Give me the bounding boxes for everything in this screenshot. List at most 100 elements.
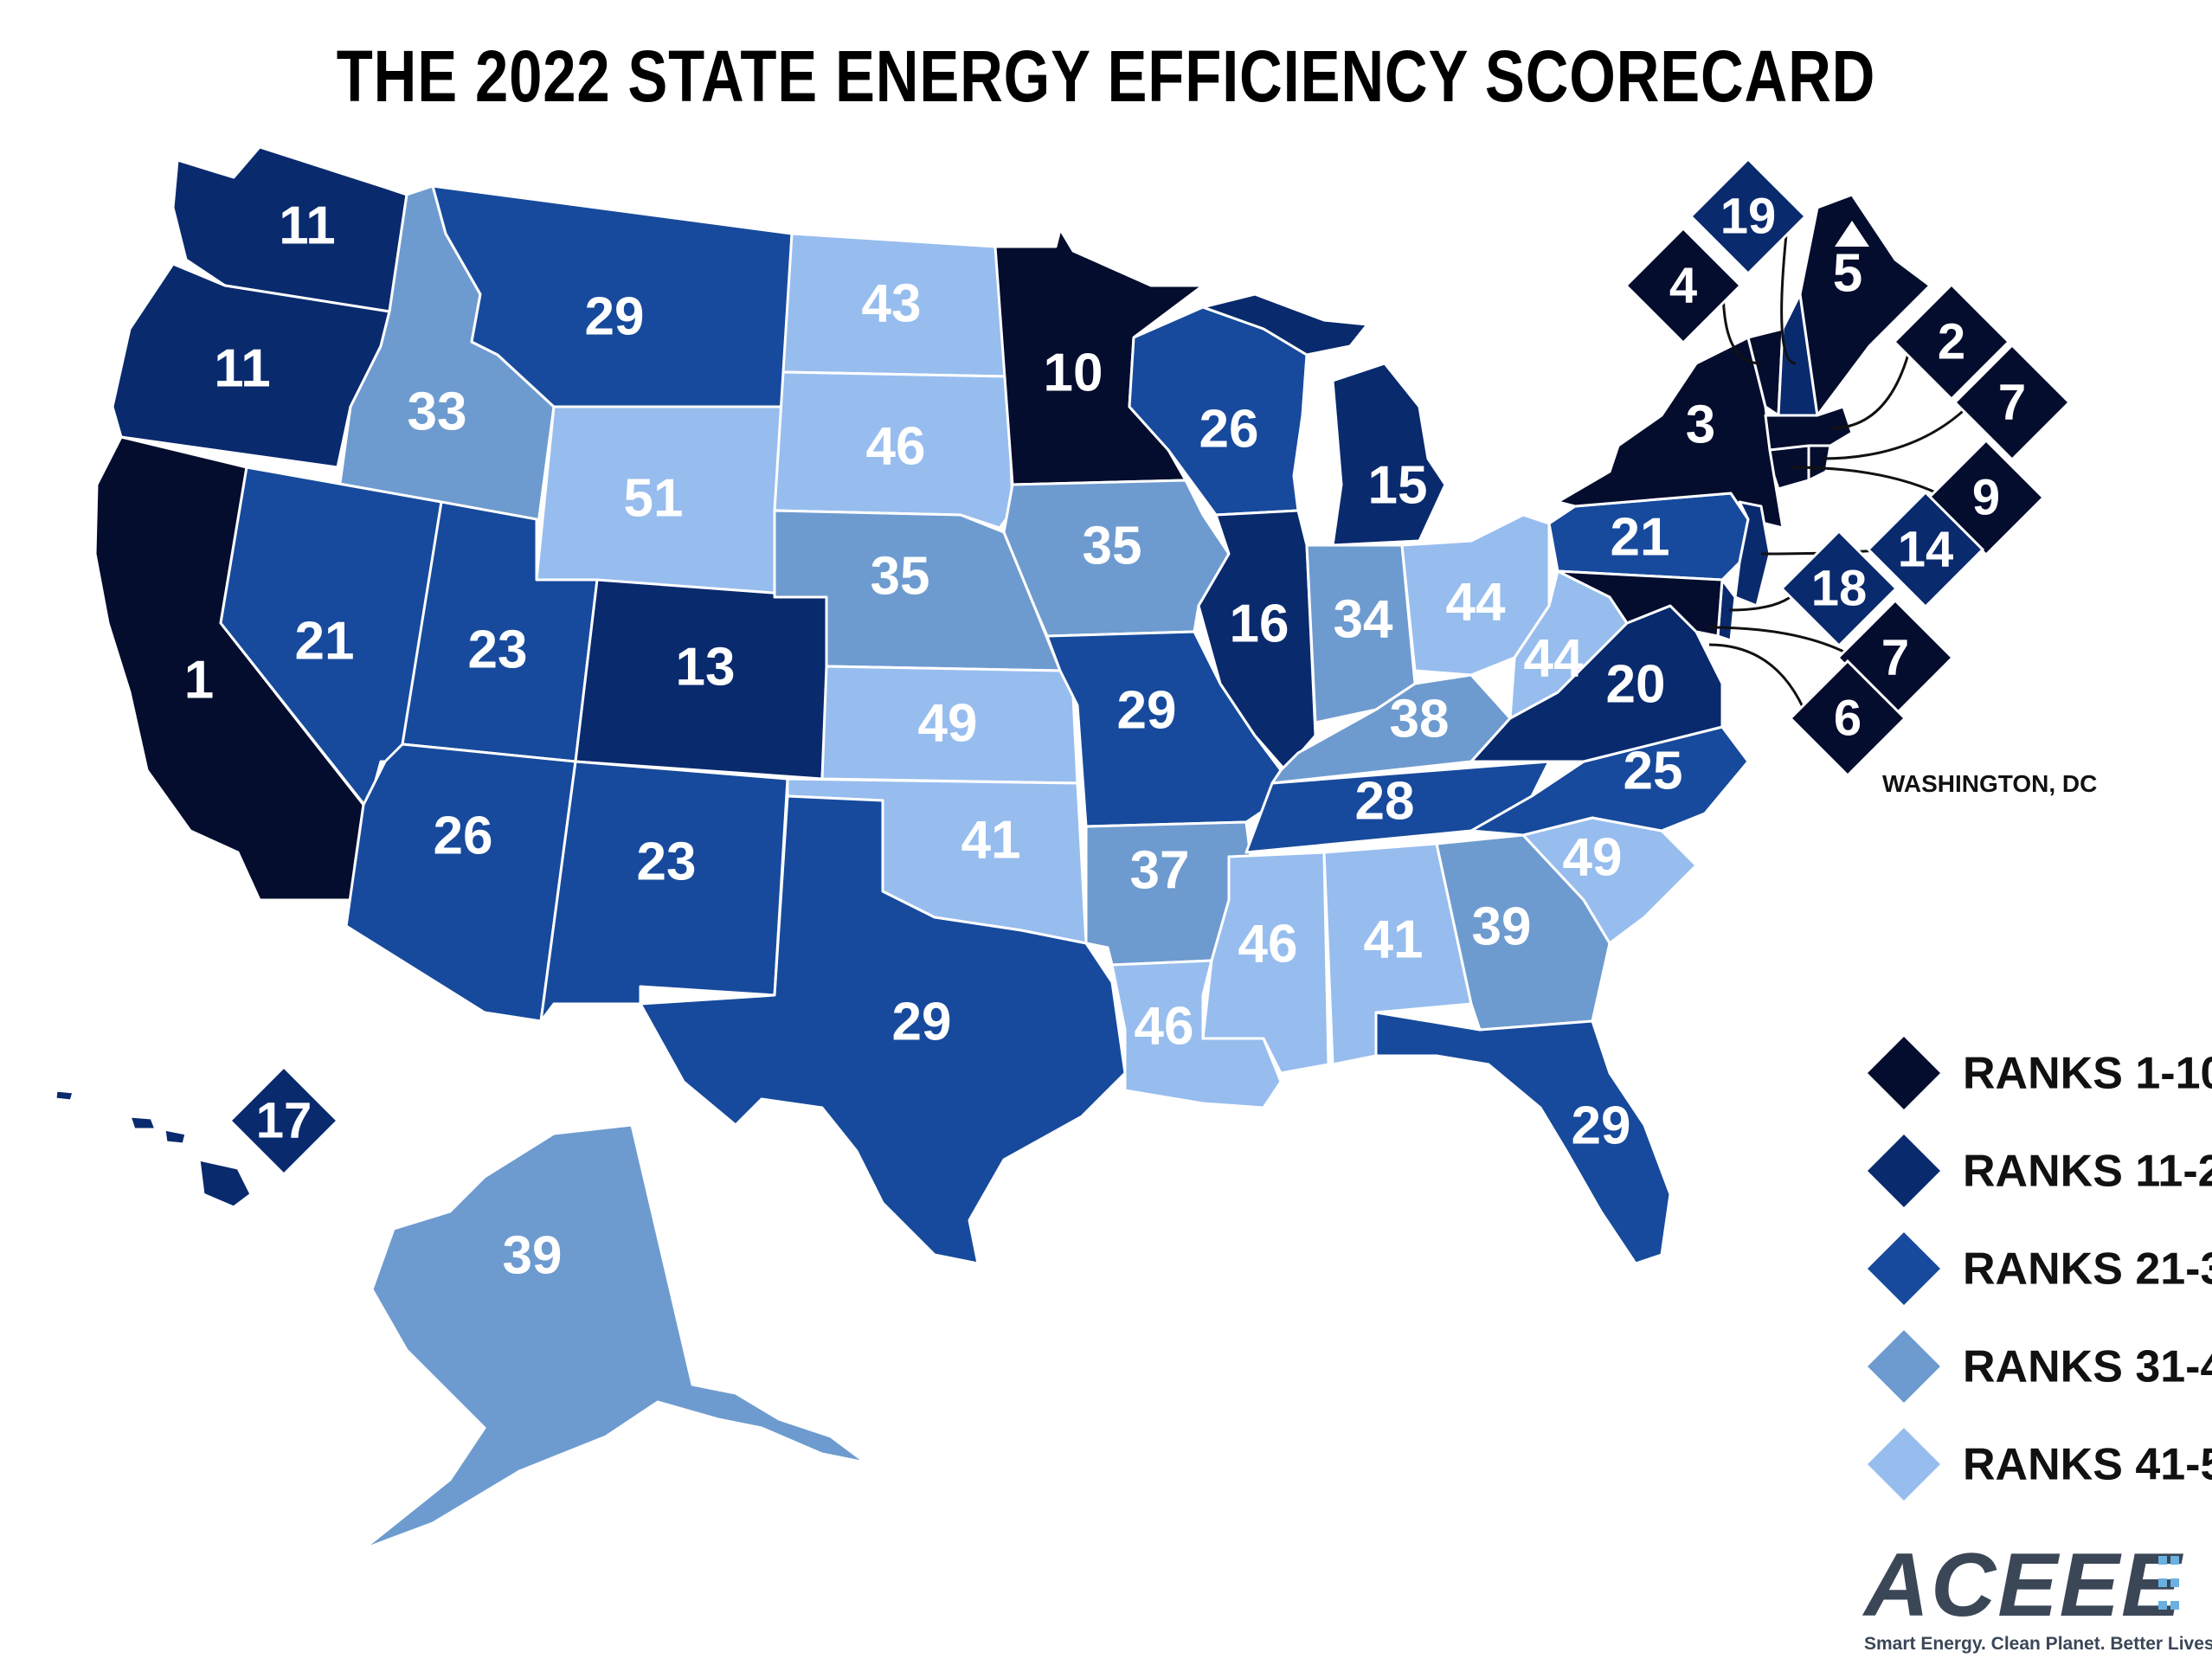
rank-label-NC: 25 bbox=[1624, 741, 1683, 800]
rank-label-SD: 46 bbox=[866, 416, 926, 476]
rank-label-CT: 9 bbox=[1972, 469, 2000, 525]
rank-label-KY: 38 bbox=[1390, 689, 1450, 749]
callout-diamond-NH[interactable] bbox=[1688, 157, 1808, 276]
legend-label-1: RANKS 1-10 bbox=[1963, 1049, 2212, 1099]
rank-label-ID: 33 bbox=[408, 382, 467, 441]
rank-label-CA: 1 bbox=[184, 650, 214, 710]
state-ME[interactable] bbox=[1798, 193, 1932, 417]
rank-label-AZ: 26 bbox=[434, 806, 493, 865]
rank-label-GA: 39 bbox=[1472, 897, 1532, 956]
rank-label-KS: 49 bbox=[918, 693, 978, 753]
legend-label-2: RANKS 11-20 bbox=[1963, 1147, 2212, 1197]
rank-label-NH: 19 bbox=[1720, 188, 1777, 244]
rank-label-NE: 35 bbox=[871, 546, 930, 606]
state-TX[interactable] bbox=[639, 794, 1127, 1265]
rank-label-TX: 29 bbox=[892, 992, 952, 1051]
rank-label-DC: 6 bbox=[1834, 690, 1862, 746]
state-KY[interactable] bbox=[1270, 673, 1512, 785]
legend-swatch-3 bbox=[1868, 1232, 1940, 1305]
legend-swatch-1 bbox=[1868, 1037, 1940, 1109]
callout-diamond-RI[interactable] bbox=[1952, 343, 2072, 462]
dc-label: WASHINGTON, DC bbox=[1882, 770, 2097, 797]
state-KS[interactable] bbox=[820, 665, 1079, 785]
rank-label-ND: 43 bbox=[862, 273, 922, 333]
rank-label-AK: 39 bbox=[503, 1225, 563, 1285]
rank-label-NY: 3 bbox=[1686, 395, 1715, 454]
state-MI-upper[interactable] bbox=[1201, 292, 1369, 357]
legend-label-5: RANKS 41-51 bbox=[1963, 1440, 2212, 1490]
rank-label-SC: 49 bbox=[1563, 827, 1623, 887]
callout-diamond-HI[interactable] bbox=[228, 1064, 340, 1177]
callout-diamond-VT[interactable] bbox=[1624, 226, 1743, 345]
rank-label-RI: 7 bbox=[1998, 374, 2026, 430]
rank-label-NJ: 14 bbox=[1898, 521, 1954, 577]
leader-line-NH bbox=[1780, 215, 1797, 365]
rank-label-OK: 41 bbox=[961, 810, 1021, 870]
state-OR[interactable] bbox=[111, 262, 391, 469]
callout-diamond-NJ[interactable] bbox=[1866, 490, 1985, 609]
state-MS[interactable] bbox=[1201, 851, 1330, 1075]
leader-line-DC bbox=[1708, 643, 1810, 719]
state-LA[interactable] bbox=[1110, 959, 1283, 1109]
state-AK[interactable] bbox=[362, 1123, 867, 1551]
rank-label-MT: 29 bbox=[585, 286, 645, 346]
legend-label-3: RANKS 21-30 bbox=[1963, 1244, 2212, 1295]
state-NJ[interactable] bbox=[1733, 500, 1772, 608]
state-AZ[interactable] bbox=[344, 742, 577, 1023]
rank-label-HI: 17 bbox=[256, 1092, 312, 1148]
state-MD[interactable] bbox=[1556, 569, 1724, 638]
rank-label-MD: 7 bbox=[1881, 629, 1909, 685]
rank-label-MO: 29 bbox=[1117, 680, 1177, 740]
rank-label-TN: 28 bbox=[1355, 771, 1415, 831]
leader-line-CT bbox=[1791, 466, 1947, 499]
state-HI[interactable] bbox=[54, 1089, 253, 1209]
rank-label-MI: 15 bbox=[1368, 455, 1428, 515]
rank-label-IA: 35 bbox=[1083, 516, 1142, 575]
rank-label-NM: 23 bbox=[637, 832, 697, 891]
callout-diamond-DC[interactable] bbox=[1788, 659, 1907, 778]
rank-label-CO: 13 bbox=[676, 637, 736, 697]
rank-label-NV: 21 bbox=[295, 611, 355, 671]
legend-label-4: RANKS 31-40 bbox=[1963, 1342, 2212, 1392]
rank-label-MS: 46 bbox=[1238, 914, 1298, 974]
rank-label-DE: 18 bbox=[1811, 560, 1868, 616]
rank-label-VA: 20 bbox=[1606, 654, 1666, 714]
state-IA[interactable] bbox=[1002, 479, 1231, 638]
rank-label-FL: 29 bbox=[1572, 1096, 1631, 1155]
rank-label-WA: 11 bbox=[279, 196, 336, 255]
rank-label-MN: 10 bbox=[1044, 343, 1103, 402]
legend-swatch-5 bbox=[1868, 1428, 1940, 1501]
rank-label-ME: 5 bbox=[1833, 243, 1862, 303]
logo-tagline: Smart Energy. Clean Planet. Better Lives… bbox=[1864, 1634, 2212, 1654]
rank-label-AR: 37 bbox=[1130, 840, 1190, 900]
rank-label-OH: 44 bbox=[1446, 572, 1506, 632]
maine-marker-triangle bbox=[1835, 221, 1869, 247]
rank-label-OR: 11 bbox=[214, 338, 271, 398]
state-NY[interactable] bbox=[1556, 336, 1784, 530]
logo-dots-icon bbox=[2158, 1556, 2179, 1610]
acee-logo: ACEEE Smart Energy. Clean Planet. Better… bbox=[1864, 1535, 2212, 1655]
rank-label-MA: 2 bbox=[1938, 313, 1965, 370]
rank-label-WY: 51 bbox=[624, 468, 684, 528]
rank-label-LA: 46 bbox=[1135, 996, 1194, 1056]
state-RI[interactable] bbox=[1807, 444, 1832, 482]
state-NC[interactable] bbox=[1469, 725, 1750, 837]
leader-line-MD bbox=[1708, 626, 1856, 659]
rank-label-UT: 23 bbox=[468, 620, 528, 679]
state-FL[interactable] bbox=[1374, 1011, 1672, 1265]
callout-diamond-DE[interactable] bbox=[1779, 529, 1899, 648]
rank-label-WI: 26 bbox=[1199, 399, 1259, 459]
legend-swatch-2 bbox=[1868, 1135, 1940, 1207]
state-IL[interactable] bbox=[1197, 509, 1317, 772]
map-title: THE 2022 STATE ENERGY EFFICIENCY SCORECA… bbox=[336, 35, 1876, 117]
rank-label-VT: 4 bbox=[1669, 257, 1697, 313]
logo-wordmark: ACEEE bbox=[1864, 1535, 2183, 1636]
rank-label-WV: 44 bbox=[1524, 628, 1584, 688]
state-MI[interactable] bbox=[1331, 362, 1447, 547]
rank-label-IN: 34 bbox=[1334, 589, 1393, 649]
rank-label-PA: 21 bbox=[1611, 507, 1670, 567]
state-CT[interactable] bbox=[1768, 444, 1810, 491]
leader-line-RI bbox=[1821, 401, 1973, 460]
callout-diamond-MA[interactable] bbox=[1892, 282, 2011, 402]
